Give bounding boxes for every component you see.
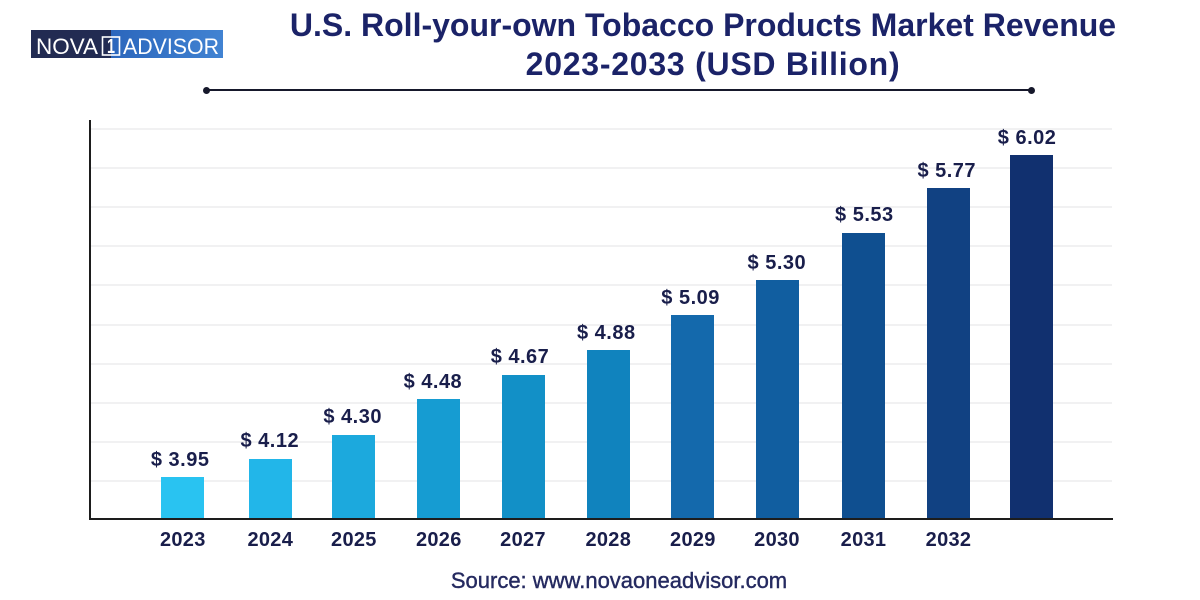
svg-text:NOVA: NOVA	[36, 34, 98, 58]
svg-text:ADVISOR: ADVISOR	[123, 34, 219, 58]
svg-text:1: 1	[107, 36, 115, 58]
